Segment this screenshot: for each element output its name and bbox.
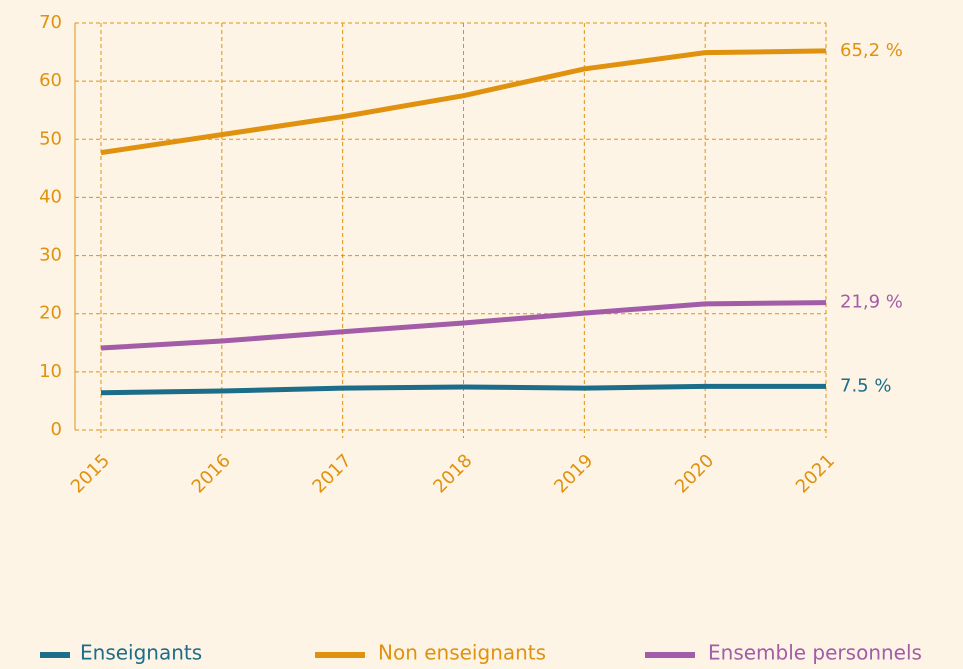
series-line	[100, 48, 827, 156]
y-tick-label: 70	[39, 12, 62, 33]
y-tick-label: 50	[39, 128, 62, 149]
data-label: 21,9 %	[840, 292, 903, 313]
y-tick-label: 0	[51, 419, 62, 440]
y-tick-label: 30	[39, 245, 62, 266]
y-tick-label: 20	[39, 303, 62, 324]
data-label: 65,2 %	[840, 40, 903, 61]
legend-label: Non enseignants	[378, 641, 546, 665]
series-line	[100, 300, 827, 351]
data-label: 7.5 %	[840, 375, 891, 396]
series-line	[100, 383, 826, 396]
y-tick-label: 10	[39, 361, 62, 382]
y-tick-label: 60	[39, 70, 62, 91]
legend-label: Ensemble personnels	[708, 641, 922, 665]
y-tick-label: 40	[39, 186, 62, 207]
legend-label: Enseignants	[80, 641, 202, 665]
